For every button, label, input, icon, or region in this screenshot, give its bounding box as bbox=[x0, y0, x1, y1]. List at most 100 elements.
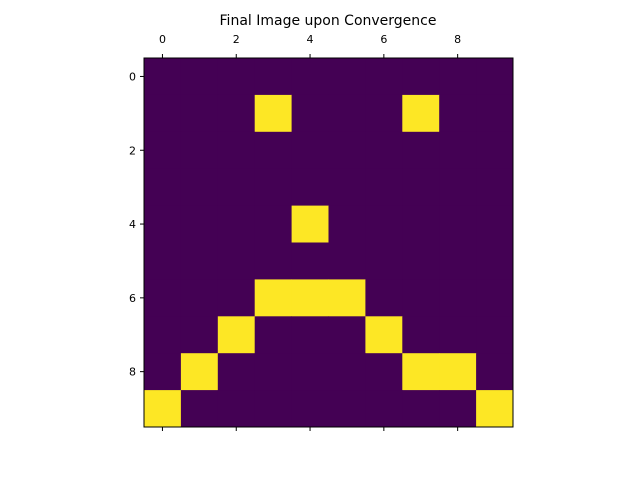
heatmap-cell bbox=[328, 279, 366, 317]
heatmap-cell bbox=[439, 390, 477, 428]
heatmap-cell bbox=[180, 131, 219, 170]
heatmap-cell bbox=[217, 168, 256, 206]
heatmap-cell bbox=[217, 131, 256, 170]
heatmap-cell bbox=[254, 94, 292, 133]
x-tick-label: 8 bbox=[454, 33, 461, 46]
heatmap-cell bbox=[254, 279, 292, 317]
heatmap-cell bbox=[144, 390, 182, 428]
heatmap-cell bbox=[254, 353, 292, 391]
plot-frame bbox=[143, 57, 514, 428]
heatmap-cell bbox=[144, 353, 182, 391]
heatmap-cell bbox=[217, 316, 256, 354]
heatmap-cell bbox=[180, 168, 219, 206]
heatmap-cell bbox=[291, 58, 329, 96]
heatmap-cell bbox=[402, 242, 440, 280]
x-tick-label: 0 bbox=[159, 33, 166, 46]
heatmap-cell bbox=[328, 390, 366, 428]
heatmap-cell bbox=[439, 205, 477, 243]
x-tick-label: 6 bbox=[380, 33, 387, 46]
heatmap-cell bbox=[217, 94, 256, 133]
heatmap-cell bbox=[180, 279, 219, 317]
heatmap-cell bbox=[365, 94, 403, 133]
heatmap-cell bbox=[144, 58, 182, 96]
heatmap-cell bbox=[402, 353, 440, 391]
heatmap-cell bbox=[402, 94, 440, 133]
heatmap-cell bbox=[144, 205, 182, 243]
heatmap-cell bbox=[180, 205, 219, 243]
heatmap-cell bbox=[217, 279, 256, 317]
heatmap-cell bbox=[439, 316, 477, 354]
y-tick-label: 4 bbox=[129, 218, 136, 231]
heatmap-cell bbox=[291, 279, 329, 317]
heatmap-cell bbox=[476, 58, 514, 96]
heatmap-cell bbox=[476, 131, 514, 170]
heatmap-cell bbox=[439, 131, 477, 170]
heatmap-cell bbox=[365, 390, 403, 428]
heatmap-cell bbox=[291, 316, 329, 354]
heatmap-cell bbox=[254, 390, 292, 428]
heatmap-cell bbox=[144, 316, 182, 354]
heatmap-cell bbox=[439, 58, 477, 96]
heatmap-cell bbox=[328, 58, 366, 96]
heatmap-cell bbox=[291, 390, 329, 428]
heatmap-cell bbox=[365, 316, 403, 354]
heatmap-cell bbox=[180, 58, 219, 96]
heatmap-cell bbox=[439, 168, 477, 206]
heatmap-cell bbox=[476, 279, 514, 317]
heatmap-cell bbox=[180, 242, 219, 280]
heatmap-cell bbox=[328, 316, 366, 354]
heatmap-cell bbox=[328, 94, 366, 133]
heatmap-cell bbox=[365, 131, 403, 170]
heatmap-cell bbox=[144, 242, 182, 280]
heatmap-cell bbox=[328, 242, 366, 280]
heatmap-cell bbox=[402, 316, 440, 354]
heatmap-cell bbox=[254, 168, 292, 206]
heatmap-cell bbox=[365, 168, 403, 206]
heatmap-cell bbox=[217, 390, 256, 428]
heatmap-cell bbox=[291, 242, 329, 280]
heatmap-cell bbox=[180, 390, 219, 428]
y-tick-label: 2 bbox=[129, 144, 136, 157]
heatmap-cell bbox=[180, 353, 219, 391]
heatmap-cell bbox=[476, 94, 514, 133]
y-tick-label: 8 bbox=[129, 366, 136, 379]
heatmap-cell bbox=[254, 316, 292, 354]
heatmap-cell bbox=[439, 279, 477, 317]
heatmap-cell bbox=[476, 168, 514, 206]
heatmap-cell bbox=[217, 242, 256, 280]
heatmap-cell bbox=[365, 242, 403, 280]
heatmap-cell bbox=[291, 168, 329, 206]
heatmap-cell bbox=[365, 279, 403, 317]
x-tick-label: 4 bbox=[307, 33, 314, 46]
heatmap-cell bbox=[402, 390, 440, 428]
heatmap-cell bbox=[365, 353, 403, 391]
heatmap-cell bbox=[217, 205, 256, 243]
heatmap-cell bbox=[180, 94, 219, 133]
heatmap-cells bbox=[144, 58, 514, 428]
heatmap-cell bbox=[402, 205, 440, 243]
heatmap-cell bbox=[365, 58, 403, 96]
heatmap-cell bbox=[144, 131, 182, 170]
heatmap-cell bbox=[476, 242, 514, 280]
heatmap-cell bbox=[402, 279, 440, 317]
chart-title: Final Image upon Convergence bbox=[220, 13, 437, 29]
heatmap-cell bbox=[476, 205, 514, 243]
heatmap-cell bbox=[402, 131, 440, 170]
heatmap-cell bbox=[439, 94, 477, 133]
heatmap-cell bbox=[291, 205, 329, 243]
heatmap-cell bbox=[439, 353, 477, 391]
heatmap-cell bbox=[365, 205, 403, 243]
heatmap-cell bbox=[328, 168, 366, 206]
heatmap-cell bbox=[144, 168, 182, 206]
x-tick-label: 2 bbox=[233, 33, 240, 46]
axis-ticks: 0 2 4 6 8 0 2 4 6 8 bbox=[129, 33, 461, 431]
heatmap-cell bbox=[144, 279, 182, 317]
y-tick-label: 0 bbox=[129, 70, 136, 83]
heatmap-cell bbox=[291, 353, 329, 391]
heatmap-cell bbox=[402, 168, 440, 206]
heatmap-cell bbox=[254, 242, 292, 280]
heatmap-cell bbox=[254, 58, 292, 96]
heatmap-cell bbox=[328, 205, 366, 243]
heatmap-cell bbox=[476, 353, 514, 391]
